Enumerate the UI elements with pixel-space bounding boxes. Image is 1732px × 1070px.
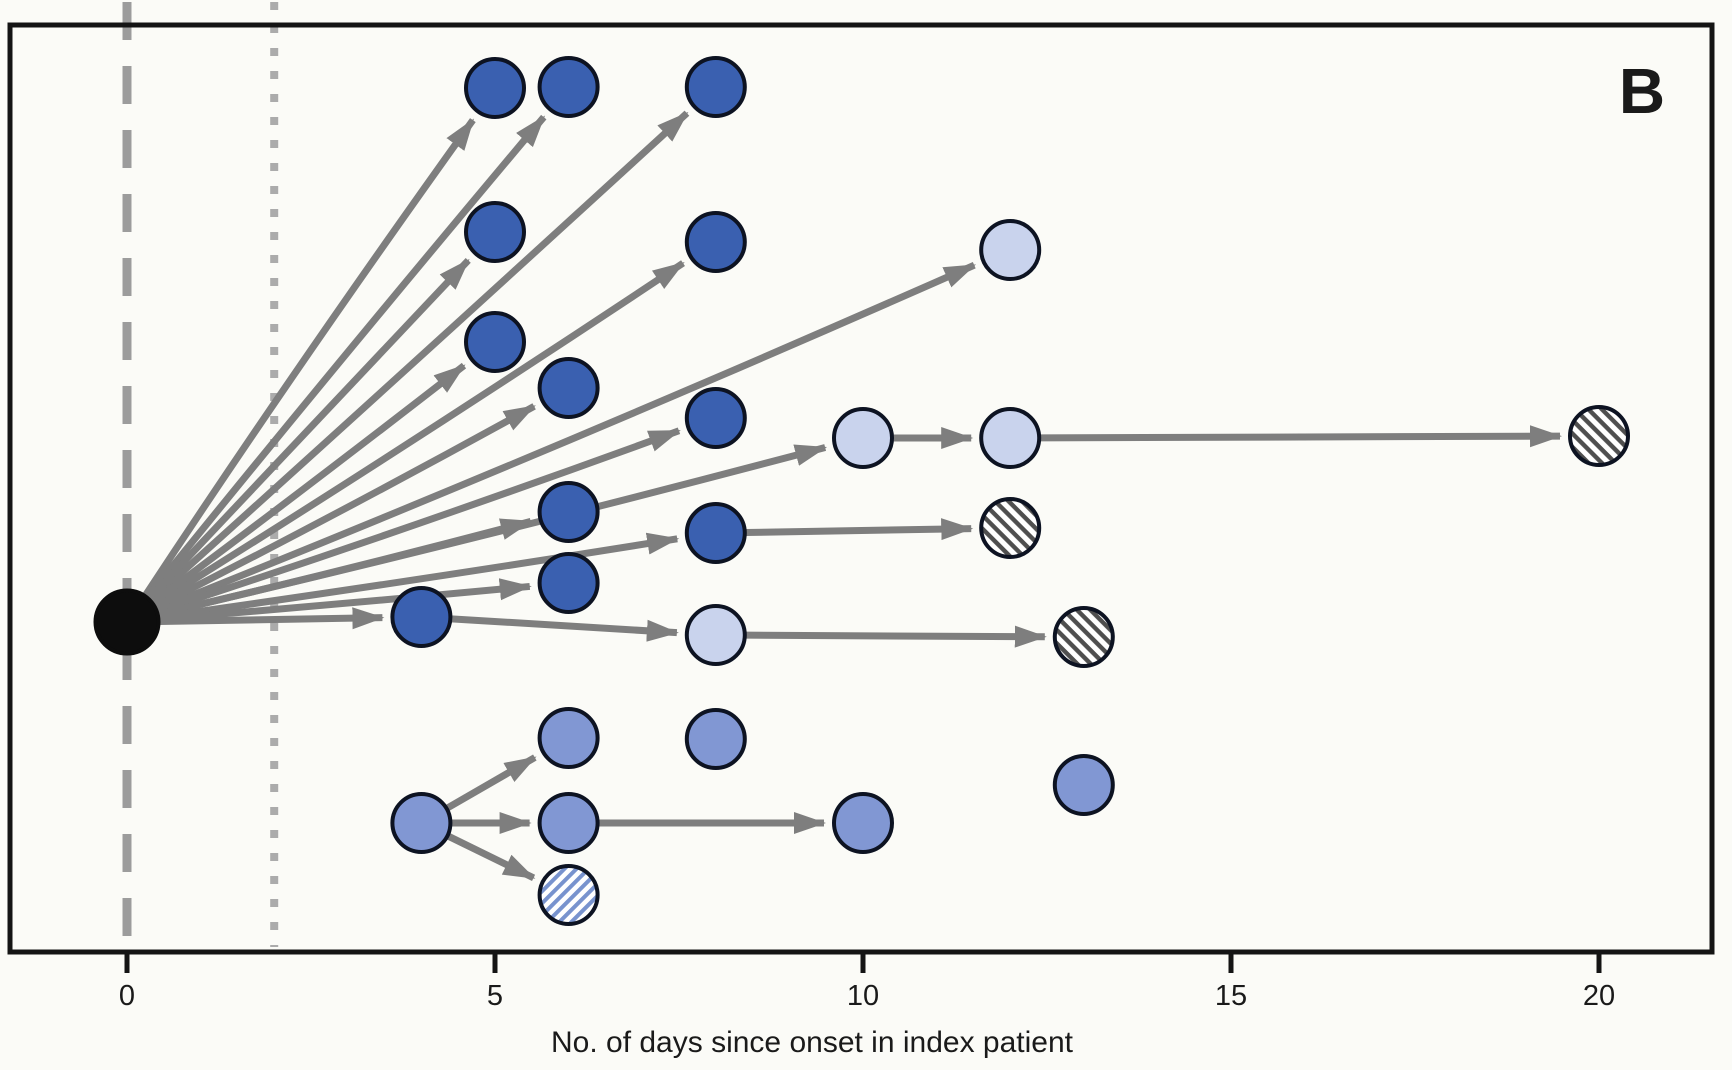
case-node-c21 xyxy=(684,708,747,770)
transmission-arrow xyxy=(152,260,685,608)
transmission-arrow xyxy=(158,532,680,621)
case-node-c16 xyxy=(537,552,600,614)
case-node-c22 xyxy=(390,792,453,854)
transmission-arrow xyxy=(1040,425,1562,448)
x-axis: 0 5 10 15 20 xyxy=(119,952,1615,1012)
case-node-c11 xyxy=(979,407,1042,469)
transmission-arrow xyxy=(451,615,679,642)
transmission-arrow xyxy=(148,110,690,603)
case-node-c9 xyxy=(684,387,747,449)
transmission-arrows xyxy=(142,110,1562,882)
case-node-c1 xyxy=(464,57,526,119)
case-node-index xyxy=(93,588,161,656)
transmission-arrow xyxy=(157,518,533,618)
transmission-arrow xyxy=(445,754,537,812)
transmission-arrow xyxy=(142,118,476,598)
case-node-c25 xyxy=(1052,754,1115,816)
case-nodes xyxy=(93,56,1630,926)
case-node-c20 xyxy=(537,707,600,769)
case-node-c17 xyxy=(390,586,453,648)
case-node-c26 xyxy=(537,864,600,926)
case-node-c4 xyxy=(464,201,526,263)
x-tick-label: 15 xyxy=(1215,980,1247,1012)
reference-lines xyxy=(122,2,279,947)
transmission-arrow xyxy=(159,607,385,630)
case-node-c12 xyxy=(1568,405,1630,467)
transmission-arrow xyxy=(150,362,467,606)
case-node-c10 xyxy=(832,407,894,469)
case-node-c5 xyxy=(684,211,747,273)
case-node-c15 xyxy=(979,497,1042,559)
case-node-c2 xyxy=(537,56,600,118)
case-node-c23 xyxy=(537,792,600,854)
case-node-c18 xyxy=(684,604,747,666)
panel-label: B xyxy=(1619,55,1665,127)
x-tick-label: 20 xyxy=(1583,980,1615,1012)
case-node-c6 xyxy=(979,219,1042,281)
case-node-c3 xyxy=(684,56,747,118)
case-node-c8 xyxy=(537,357,600,419)
transmission-arrow xyxy=(154,403,536,610)
transmission-arrow xyxy=(446,833,536,882)
x-tick-label: 5 xyxy=(487,980,503,1012)
case-node-c24 xyxy=(832,792,894,854)
transmission-arrow xyxy=(146,257,471,601)
x-tick-label: 0 xyxy=(119,980,135,1012)
transmission-arrow xyxy=(156,427,681,615)
case-node-c13 xyxy=(537,481,600,543)
transmission-arrow xyxy=(155,261,977,613)
x-axis-title: No. of days since onset in index patient xyxy=(551,1026,1074,1059)
case-node-c7 xyxy=(464,311,526,373)
case-node-c19 xyxy=(1052,606,1115,668)
transmission-arrow xyxy=(745,518,974,541)
case-node-c14 xyxy=(684,502,747,564)
x-tick-label: 10 xyxy=(847,980,879,1012)
transmission-arrow xyxy=(144,114,547,600)
transmission-arrow xyxy=(159,578,532,623)
transmission-arrow xyxy=(745,625,1047,648)
